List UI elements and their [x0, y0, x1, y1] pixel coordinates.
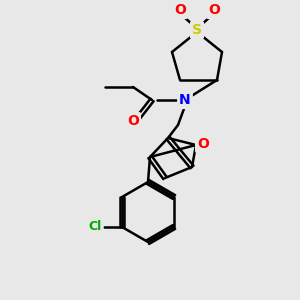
Text: N: N — [179, 93, 191, 107]
Text: O: O — [197, 137, 209, 151]
Text: O: O — [127, 114, 139, 128]
Text: O: O — [174, 3, 186, 17]
Text: S: S — [192, 23, 202, 37]
Text: O: O — [208, 3, 220, 17]
Text: Cl: Cl — [88, 220, 102, 233]
